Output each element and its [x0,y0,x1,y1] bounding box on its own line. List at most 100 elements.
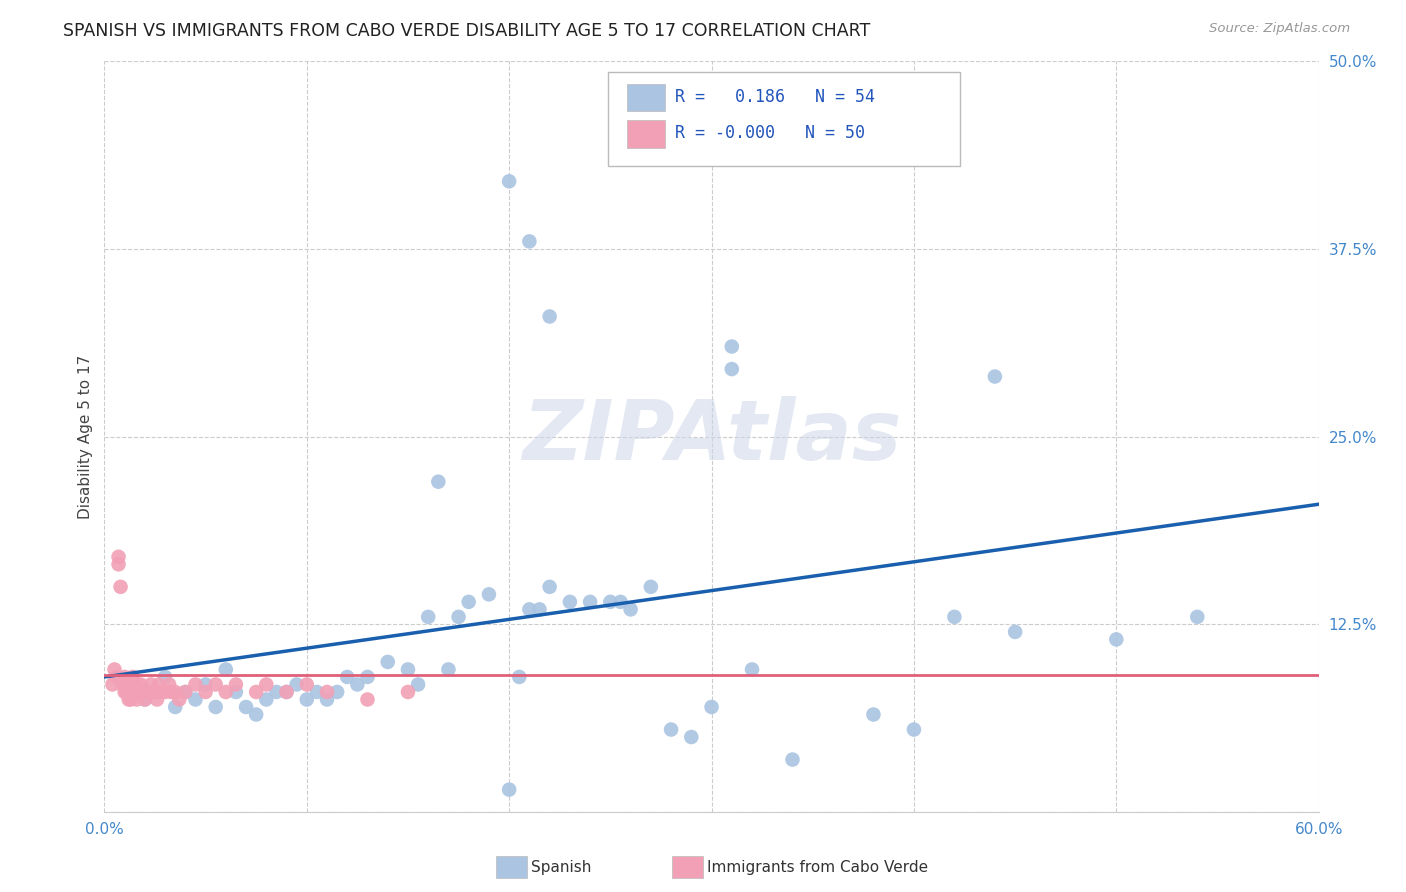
Point [204,700,226,714]
Point [558,595,581,609]
Point [148,677,170,691]
Point [1105,632,1128,647]
Point [134,692,156,706]
Point [326,685,349,699]
Point [457,595,479,609]
Point [143,685,166,699]
Point [620,602,643,616]
Point [356,670,378,684]
Point [538,580,561,594]
Point [579,595,602,609]
Point [478,587,501,601]
Point [1187,610,1209,624]
Point [640,580,662,594]
Point [125,692,148,706]
Point [146,692,169,706]
Point [107,558,129,572]
Point [118,685,141,699]
Point [356,692,378,706]
Point [134,692,156,706]
Point [115,677,138,691]
Point [135,685,157,699]
Point [125,677,148,691]
Point [132,685,155,699]
Point [107,549,129,564]
Point [165,700,187,714]
Point [121,685,143,699]
FancyBboxPatch shape [627,120,665,147]
Point [101,677,124,691]
Point [153,670,176,684]
Point [120,677,142,691]
Point [599,595,621,609]
Point [285,677,308,691]
Point [782,753,804,767]
Point [157,677,180,691]
Point [437,663,460,677]
Point [903,723,925,737]
Point [1004,624,1026,639]
Point [114,685,136,699]
Point [160,685,183,699]
Point [124,677,146,691]
Point [215,685,238,699]
Point [659,723,682,737]
Point [681,730,703,744]
Point [150,685,173,699]
Point [316,685,339,699]
Text: SPANISH VS IMMIGRANTS FROM CABO VERDE DISABILITY AGE 5 TO 17 CORRELATION CHART: SPANISH VS IMMIGRANTS FROM CABO VERDE DI… [63,22,870,40]
Point [129,677,152,691]
Point [498,174,520,188]
Point [114,670,136,684]
Point [529,602,551,616]
Text: R =   0.186   N = 54: R = 0.186 N = 54 [675,88,875,106]
Point [245,707,267,722]
Point [447,610,470,624]
FancyBboxPatch shape [627,85,665,112]
Point [174,685,197,699]
Point [266,685,288,699]
Point [194,685,217,699]
Point [346,677,368,691]
Point [184,677,207,691]
Point [700,700,723,714]
Text: Immigrants from Cabo Verde: Immigrants from Cabo Verde [707,860,928,874]
Point [225,685,247,699]
Point [194,677,217,691]
Point [115,685,138,699]
Point [111,677,134,691]
Point [295,677,318,691]
Point [519,602,541,616]
Point [129,685,152,699]
Point [538,310,561,324]
Point [396,685,419,699]
Point [138,685,160,699]
Point [276,685,298,699]
Point [165,685,187,699]
Point [139,677,162,691]
Point [295,692,318,706]
Point [110,580,132,594]
Point [377,655,399,669]
Point [153,685,176,699]
Point [121,670,143,684]
Point [396,663,419,677]
Text: ZIPAtlas: ZIPAtlas [522,396,901,477]
FancyBboxPatch shape [609,72,960,166]
Point [118,692,141,706]
Point [254,677,277,691]
Point [276,685,298,699]
Point [508,670,530,684]
Point [143,685,166,699]
Point [519,235,541,249]
Point [245,685,267,699]
Point [336,670,359,684]
Point [254,692,277,706]
Point [305,685,328,699]
Point [174,685,197,699]
Point [943,610,966,624]
Point [418,610,440,624]
Point [235,700,257,714]
Point [120,692,142,706]
Point [225,677,247,691]
